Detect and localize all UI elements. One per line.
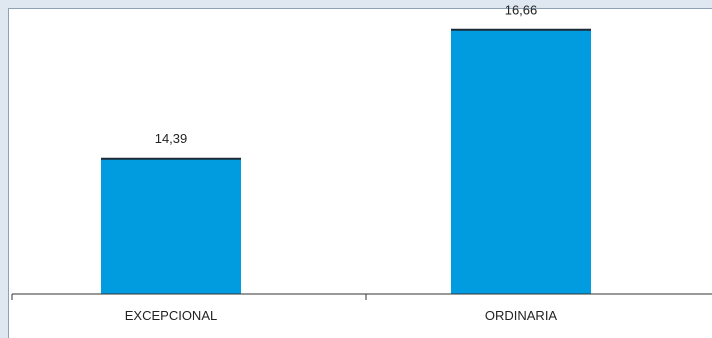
bars-group (101, 28, 591, 294)
bar-ordinaria (451, 29, 591, 294)
x-tick-label-excepcional: EXCEPCIONAL (125, 308, 217, 323)
data-label-ordinaria: 16,66 (505, 2, 538, 17)
bar-excepcional (101, 158, 241, 294)
data-label-excepcional: 14,39 (155, 131, 188, 146)
x-tick-label-ordinaria: ORDINARIA (485, 308, 558, 323)
data-labels-group: 14,39 16,66 (155, 2, 538, 146)
x-tick-labels-group: EXCEPCIONAL ORDINARIA (125, 308, 558, 323)
